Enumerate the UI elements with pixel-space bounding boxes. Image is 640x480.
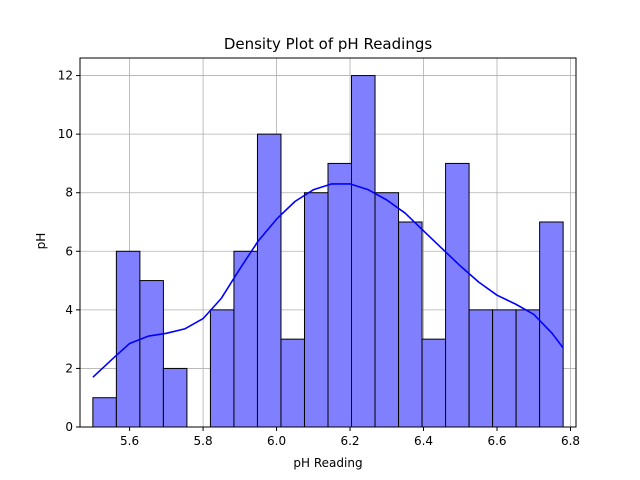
x-tick-label: 6.0 [267, 434, 286, 448]
histogram-bar [468, 309, 494, 428]
kde-layer [92, 183, 564, 378]
histogram-bar [256, 133, 282, 428]
histogram-bar [421, 338, 447, 428]
x-tick-label: 6.4 [414, 434, 433, 448]
x-tick-label: 6.8 [561, 434, 580, 448]
x-tick-label: 6.6 [487, 434, 506, 448]
histogram-bar [233, 250, 258, 428]
histogram-bar [92, 397, 117, 428]
y-tick-label: 2 [65, 361, 73, 375]
y-tick-label: 6 [65, 244, 73, 258]
x-tick-label: 6.2 [340, 434, 359, 448]
chart-title: Density Plot of pH Readings [224, 35, 433, 53]
x-axis-label: pH Reading [293, 456, 362, 470]
histogram-bar [327, 162, 353, 428]
histogram-bar [374, 192, 400, 428]
histogram-bar [303, 192, 329, 428]
histogram-bar [445, 162, 470, 428]
histogram-bar [398, 221, 423, 428]
x-tick-label: 5.6 [120, 434, 139, 448]
plot-frame [79, 57, 577, 428]
y-tick-label: 12 [58, 69, 73, 83]
histogram-bar [492, 309, 517, 428]
histogram-bar [162, 367, 188, 428]
histogram-bar [115, 250, 141, 428]
histogram-bar [209, 309, 235, 428]
y-tick-label: 0 [65, 420, 73, 434]
histogram-bar [515, 309, 541, 428]
y-tick-label: 8 [65, 186, 73, 200]
histogram-bar [280, 338, 305, 428]
tick-layer: 5.6 5.8 6.0 6.2 6.4 6.6 6.8 0 2 4 6 8 10 12 [58, 69, 580, 448]
x-tick-label: 5.8 [194, 434, 213, 448]
y-tick-label: 10 [58, 127, 73, 141]
histogram-bar [351, 75, 376, 428]
kde-line [92, 183, 564, 378]
histogram-bar [139, 280, 164, 428]
y-axis-label: pH [34, 233, 48, 250]
y-tick-label: 4 [65, 303, 73, 317]
